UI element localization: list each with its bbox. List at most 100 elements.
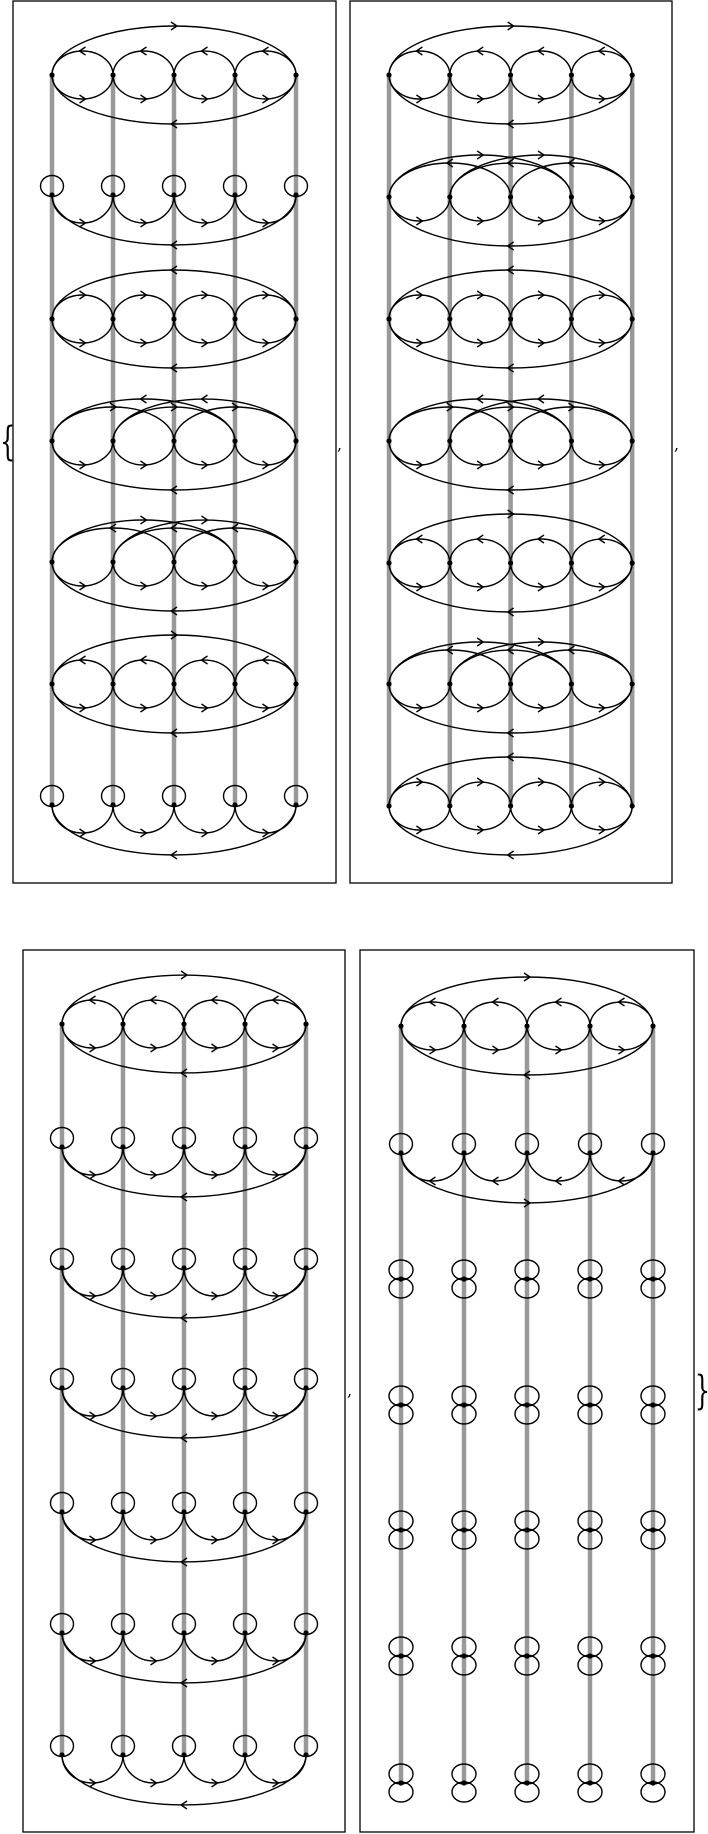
graph-node	[293, 316, 299, 322]
graph-row-ring	[49, 265, 299, 373]
arrowhead-right-icon	[89, 1656, 97, 1666]
edge	[570, 781, 633, 807]
arrowhead-right-icon	[79, 828, 87, 838]
arrowhead-right-icon	[568, 402, 576, 412]
edge	[51, 561, 297, 612]
graph-row-ring	[49, 630, 299, 738]
panel-frame	[359, 949, 695, 1833]
graph-node	[629, 560, 635, 566]
graph-node	[181, 1021, 187, 1027]
graph-node	[587, 1780, 593, 1786]
arrowhead-right-icon	[231, 402, 240, 412]
arrowhead-right-icon	[201, 460, 209, 470]
graph-node	[461, 1780, 467, 1786]
graph-node	[59, 1144, 65, 1150]
arrowhead-right-icon	[537, 150, 546, 160]
graph-node	[49, 316, 55, 322]
graph-node	[398, 1023, 404, 1029]
arrowhead-left-icon	[617, 1176, 625, 1186]
graph-node	[508, 803, 514, 809]
arrowhead-left-icon	[179, 1313, 188, 1323]
arrowhead-right-icon	[416, 216, 424, 226]
arrowhead-left-icon	[506, 485, 514, 495]
arrowhead-right-icon	[618, 1045, 626, 1055]
arrowhead-right-icon	[150, 1656, 158, 1666]
arrowhead-right-icon	[150, 1778, 158, 1788]
graph-node	[587, 1023, 593, 1029]
arrowhead-left-icon	[536, 394, 545, 404]
edge	[388, 25, 633, 76]
graph-node	[242, 1385, 248, 1391]
arrowhead-left-icon	[139, 655, 147, 665]
graph-node	[461, 1150, 467, 1156]
arrowhead-right-icon	[598, 777, 607, 787]
edge	[589, 1152, 654, 1182]
graph-node	[59, 1021, 65, 1027]
arrowhead-left-icon	[169, 728, 178, 738]
graph-node	[120, 1021, 126, 1027]
arrowhead-right-icon	[476, 94, 485, 104]
graph-node	[587, 1402, 593, 1408]
edge	[388, 538, 451, 564]
edge	[570, 318, 633, 344]
edge	[509, 440, 573, 466]
arrowhead-right-icon	[211, 1170, 219, 1180]
graph-node	[568, 803, 575, 809]
edge	[122, 1023, 185, 1049]
edge	[509, 318, 573, 344]
arrowhead-right-icon	[507, 21, 515, 31]
graph-node	[293, 559, 299, 565]
arrowhead-left-icon	[491, 1176, 499, 1186]
edge	[388, 318, 633, 369]
edge	[388, 641, 573, 685]
arrowhead-right-icon	[598, 290, 607, 300]
arrowhead-right-icon	[262, 338, 270, 348]
graph-row-loops	[388, 1132, 666, 1208]
graph-node	[524, 1402, 530, 1408]
edge	[388, 805, 633, 856]
graph-node	[303, 1509, 309, 1515]
edge	[388, 781, 451, 807]
graph-node	[242, 1144, 248, 1150]
edge	[61, 1754, 307, 1806]
edge	[61, 1023, 124, 1049]
edge	[509, 538, 573, 564]
arrowhead-left-icon	[415, 534, 423, 544]
graph-node	[629, 194, 635, 200]
edge	[234, 74, 297, 100]
edge	[570, 50, 633, 76]
graph-node	[49, 559, 55, 565]
edge	[112, 318, 175, 344]
graph-row-ring	[49, 21, 299, 129]
edge	[449, 641, 633, 685]
arrowhead-right-icon	[140, 581, 148, 591]
arrowhead-left-icon	[506, 241, 514, 251]
panel-frame	[12, 0, 337, 884]
graph-node	[508, 194, 514, 200]
arrowhead-right-icon	[262, 828, 270, 838]
graph-node	[587, 1276, 593, 1282]
edge	[244, 1023, 307, 1049]
graph-node	[49, 681, 55, 687]
arrowhead-right-icon	[201, 94, 209, 104]
graph-node	[232, 192, 238, 198]
edge	[173, 294, 236, 320]
edge	[570, 538, 633, 564]
arrowhead-right-icon	[598, 460, 607, 470]
edge	[234, 683, 297, 709]
graph-node	[242, 1509, 248, 1515]
edge	[173, 194, 236, 224]
graph-node	[386, 681, 392, 687]
arrowhead-right-icon	[262, 290, 270, 300]
arrowhead-left-icon	[506, 119, 514, 129]
graph-node	[398, 1653, 404, 1659]
edge	[234, 294, 297, 320]
graph-node	[650, 1402, 656, 1408]
graph-node	[461, 1527, 467, 1533]
arrowhead-left-icon	[179, 1800, 188, 1810]
arrowhead-right-icon	[150, 1291, 158, 1301]
edge	[570, 74, 633, 100]
edge	[388, 440, 633, 491]
arrowhead-right-icon	[140, 218, 148, 228]
edge	[449, 50, 512, 76]
